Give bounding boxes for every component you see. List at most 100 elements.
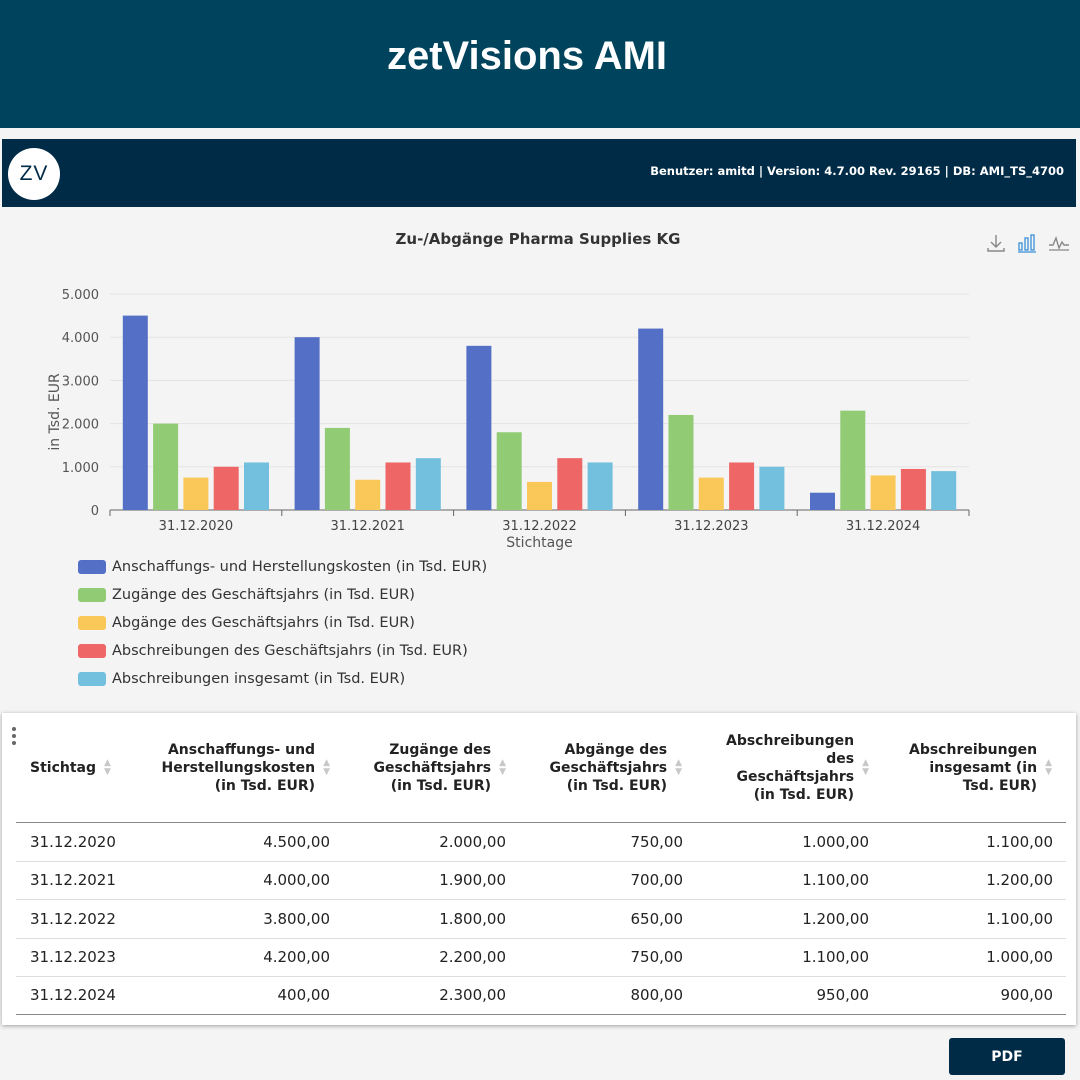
table-cell: 31.12.2023 [30, 947, 116, 966]
column-header[interactable]: Anschaffungs- und Herstellungskosten (in T… [162, 713, 330, 823]
table-cell: 1.200,00 [802, 909, 869, 928]
table-cell: 1.100,00 [986, 909, 1053, 928]
legend-item[interactable]: Anschaffungs- und Herstellungskosten (in… [78, 553, 487, 581]
table-cell: 750,00 [630, 833, 684, 851]
table-cell: 31.12.2021 [30, 871, 116, 890]
legend-item[interactable]: Abschreibungen insgesamt (in Tsd. EUR) [78, 665, 487, 693]
legend-item[interactable]: Zugänge des Geschäftsjahrs (in Tsd. EUR) [78, 581, 487, 609]
table-cell: 950,00 [816, 986, 870, 1005]
legend-swatch [78, 644, 106, 658]
bar [810, 492, 835, 510]
user-info: Benutzer: amitd | Version: 4.7.00 Rev. 2… [650, 164, 1064, 178]
bar [355, 479, 381, 510]
bar-chart: 0 1.000 2.000 3.000 4.000 5.000 31.12.2020 31.1… [47, 288, 970, 551]
bar [294, 337, 320, 510]
bar [496, 432, 522, 510]
table-cell: 3.800,00 [263, 909, 330, 928]
line-chart-icon[interactable] [1048, 232, 1070, 254]
legend-item[interactable]: Abschreibungen des Geschäftsjahrs (in Ts… [78, 637, 487, 665]
chart-legend: Anschaffungs- und Herstellungskosten (in… [78, 553, 487, 693]
column-header-label: Abschreibungen insgesamt (in Tsd. EUR) [908, 742, 1038, 794]
table-cell: 650,00 [630, 909, 684, 928]
data-table: Stichtag ▲ ▼ Anschaffungs- und Herstellungsk… [2, 713, 1076, 1025]
bar [415, 458, 441, 510]
bar [324, 427, 350, 510]
table-cell: 1.900,00 [439, 871, 506, 890]
kebab-menu-icon[interactable] [12, 727, 18, 748]
bar [153, 423, 179, 510]
banner: zetVisions AMI [0, 0, 1080, 128]
table-cell: 31.12.2022 [30, 909, 116, 928]
x-tick-label: 31.12.2023 [674, 519, 748, 534]
table-cell: 700,00 [630, 871, 684, 890]
column-header[interactable]: Abschreibungen insgesamt (in Tsd. EUR) ▲ ▼ [909, 713, 1052, 823]
y-tick-label: 0 [91, 504, 99, 519]
bar [759, 466, 785, 510]
legend-item[interactable]: Abgänge des Geschäftsjahrs (in Tsd. EUR) [78, 609, 487, 637]
bar [698, 477, 724, 510]
y-tick-label: 4.000 [62, 331, 99, 346]
legend-label: Abschreibungen des Geschäftsjahrs (in Ts… [112, 643, 468, 659]
legend-swatch [78, 560, 106, 574]
table-cell: 900,00 [1000, 986, 1054, 1005]
column-header[interactable]: Abschreibungen des Geschäftsjahrs (in Tsd. … [726, 713, 869, 823]
table-cell: 1.100,00 [802, 871, 869, 890]
zv-logo[interactable]: ZV [8, 148, 60, 200]
bar [527, 481, 552, 510]
table-row[interactable]: 31.12.2021 4.000,00 1.900,00 700,00 1.100,00… [16, 861, 1066, 901]
y-tick-label: 5.000 [62, 288, 99, 303]
sort-icon[interactable]: ▲ ▼ [104, 758, 111, 777]
table-row[interactable]: 31.12.2024 400,00 2.300,00 800,00 950,00 900,… [16, 976, 1066, 1016]
x-axis-label: Stichtage [506, 535, 572, 551]
table-cell: 400,00 [277, 986, 331, 1005]
bar [183, 477, 209, 510]
download-icon[interactable] [985, 232, 1007, 254]
column-header[interactable]: Stichtag ▲ ▼ [30, 713, 111, 823]
table-cell: 4.500,00 [263, 833, 330, 851]
pdf-button[interactable]: PDF [949, 1038, 1065, 1075]
table-cell: 1.000,00 [986, 947, 1053, 966]
sort-icon[interactable]: ▲ ▼ [675, 758, 682, 777]
column-header-label: Zugänge des Geschäftsjahrs (in Tsd. EUR) [373, 742, 492, 794]
app-header: ZV Benutzer: amitd | Version: 4.7.00 Rev… [2, 139, 1076, 207]
table-row[interactable]: 31.12.2023 4.200,00 2.200,00 750,00 1.100,00… [16, 938, 1066, 977]
banner-title: zetVisions AMI [386, 34, 668, 78]
table-cell: 1.200,00 [986, 871, 1053, 890]
legend-label: Abschreibungen insgesamt (in Tsd. EUR) [112, 671, 406, 687]
bar [931, 471, 957, 510]
table-cell: 1.100,00 [802, 947, 869, 966]
sort-icon[interactable]: ▲ ▼ [862, 758, 869, 777]
sort-icon[interactable]: ▲ ▼ [323, 758, 330, 777]
bar-chart-icon[interactable] [1016, 232, 1038, 254]
bar [466, 345, 492, 510]
column-header[interactable]: Abgänge des Geschäftsjahrs (in Tsd. EUR) ▲ ▼ [549, 713, 682, 823]
x-tick-label: 31.12.2021 [330, 519, 404, 534]
table-row[interactable]: 31.12.2022 3.800,00 1.800,00 650,00 1.200,00… [16, 900, 1066, 939]
sort-icon[interactable]: ▲ ▼ [499, 758, 506, 777]
legend-label: Zugänge des Geschäftsjahrs (in Tsd. EUR) [112, 587, 415, 603]
table-cell: 1.800,00 [439, 909, 506, 928]
chart-title: Zu-/Abgänge Pharma Supplies KG [395, 230, 681, 248]
bar [668, 414, 694, 510]
bar [122, 315, 148, 510]
column-header-label: Abschreibungen des Geschäftsjahrs (in Tsd. … [725, 733, 855, 803]
bar [900, 468, 926, 510]
table-cell: 750,00 [630, 947, 684, 966]
y-tick-label: 1.000 [62, 461, 99, 476]
x-tick-label: 31.12.2022 [502, 519, 576, 534]
table-cell: 800,00 [630, 986, 684, 1005]
bar [729, 462, 755, 510]
table-row[interactable]: 31.12.2020 4.500,00 2.000,00 750,00 1.000,00… [16, 823, 1066, 862]
bar [870, 475, 896, 510]
table-cell: 1.000,00 [802, 833, 869, 851]
table-cell: 2.300,00 [439, 986, 506, 1005]
table-cell: 31.12.2020 [30, 833, 116, 851]
legend-swatch [78, 588, 106, 602]
column-header-label: Abgänge des Geschäftsjahrs (in Tsd. EUR) [549, 742, 668, 794]
column-header-label: Stichtag [30, 760, 97, 776]
bar [557, 458, 583, 510]
table-cell: 1.100,00 [986, 833, 1053, 851]
table-cell: 4.000,00 [263, 871, 330, 890]
column-header[interactable]: Zugänge des Geschäftsjahrs (in Tsd. EUR) ▲ ▼ [373, 713, 506, 823]
sort-icon[interactable]: ▲ ▼ [1045, 758, 1052, 777]
